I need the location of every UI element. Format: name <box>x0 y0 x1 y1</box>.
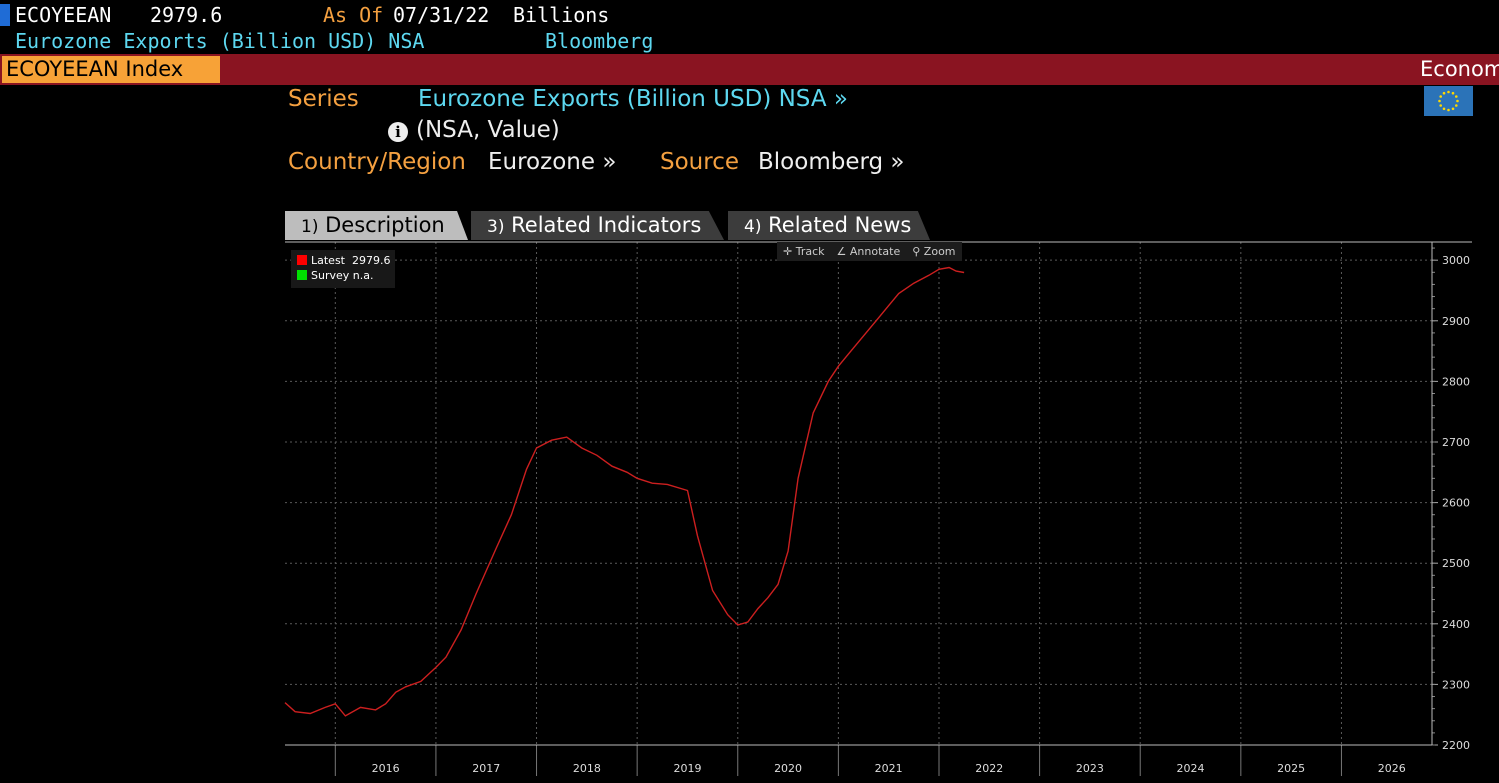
survey-value: n.a. <box>352 269 374 282</box>
chart-series <box>284 266 965 717</box>
y-tick-label: 2300 <box>1442 678 1470 691</box>
eu-flag-icon <box>1424 86 1473 116</box>
country-label: Country/Region <box>288 149 466 175</box>
x-tick-label: 2018 <box>573 762 601 775</box>
y-tick-label: 2800 <box>1442 375 1470 388</box>
zoom-button[interactable]: ⚲ Zoom <box>906 242 961 261</box>
tab-number: 3) <box>487 217 505 237</box>
survey-swatch <box>297 270 307 280</box>
chart-toolbar: ✛ Track ∠ Annotate ⚲ Zoom <box>777 242 962 261</box>
crosshair-icon: ✛ <box>783 245 793 258</box>
top-header: ECOYEEAN 2979.6 As Of 07/31/22 Billions … <box>0 0 1499 54</box>
latest-swatch <box>297 255 307 265</box>
chart-grid <box>285 242 1432 746</box>
tab-related-indicators[interactable]: 3) Related Indicators <box>471 211 724 240</box>
x-tick-label: 2025 <box>1277 762 1305 775</box>
y-tick-label: 2200 <box>1442 739 1470 752</box>
series-line-latest <box>284 266 965 717</box>
tab-description[interactable]: 1) Description <box>285 211 468 240</box>
security-bar <box>0 54 1499 85</box>
y-tick-label: 2400 <box>1442 618 1470 631</box>
tab-label: Related Indicators <box>511 213 702 237</box>
tab-number: 1) <box>301 217 319 237</box>
annotate-label: Annotate <box>849 245 901 258</box>
ticker-code[interactable]: ECOYEEAN <box>15 3 112 27</box>
x-tick-label: 2024 <box>1177 762 1205 775</box>
y-tick-label: 2700 <box>1442 436 1470 449</box>
source-label: Source <box>660 149 739 175</box>
y-tick-label: 2600 <box>1442 497 1470 510</box>
legend-survey[interactable]: Survey n.a. <box>297 269 373 283</box>
x-tick-label: 2019 <box>673 762 701 775</box>
series-label: Series <box>288 86 359 112</box>
security-input[interactable]: ECOYEEAN Index <box>2 56 220 83</box>
annotate-button[interactable]: ∠ Annotate <box>831 242 907 261</box>
nsa-value: (NSA, Value) <box>416 117 560 143</box>
tab-number: 4) <box>744 217 762 237</box>
chart-axes: 2200 2300 2400 2500 2600 2700 2800 2900 3000 2016… <box>285 241 1472 776</box>
source-subtitle: Bloomberg <box>545 29 654 53</box>
x-tick-label: 2017 <box>472 762 500 775</box>
units-label: Billions <box>513 3 610 27</box>
as-of-date: 07/31/22 <box>393 3 490 27</box>
y-tick-label: 2900 <box>1442 315 1470 328</box>
last-price: 2979.6 <box>150 3 223 27</box>
y-tick-label: 3000 <box>1442 254 1470 267</box>
x-tick-label: 2016 <box>372 762 400 775</box>
latest-label: Latest <box>311 254 345 267</box>
tab-related-news[interactable]: 4) Related News <box>728 211 930 240</box>
series-link[interactable]: Eurozone Exports (Billion USD) NSA » <box>418 86 848 112</box>
function-label[interactable]: Econom <box>1420 57 1499 81</box>
latest-value: 2979.6 <box>352 254 391 267</box>
tab-label: Description <box>325 213 445 237</box>
info-icon[interactable]: i <box>388 122 408 142</box>
track-label: Track <box>795 245 825 258</box>
tab-label: Related News <box>768 213 912 237</box>
x-tick-label: 2026 <box>1378 762 1406 775</box>
legend-latest[interactable]: Latest 2979.6 <box>297 254 391 268</box>
x-tick-label: 2020 <box>774 762 802 775</box>
y-tick-label: 2500 <box>1442 557 1470 570</box>
zoom-label: Zoom <box>923 245 956 258</box>
x-tick-label: 2022 <box>975 762 1003 775</box>
series-subtitle: Eurozone Exports (Billion USD) NSA <box>15 29 425 53</box>
as-of-label: As Of <box>323 3 384 27</box>
source-link[interactable]: Bloomberg » <box>758 149 905 175</box>
pencil-icon: ∠ <box>836 245 847 258</box>
x-tick-label: 2021 <box>875 762 903 775</box>
survey-label: Survey <box>311 269 350 282</box>
track-button[interactable]: ✛ Track <box>777 242 831 261</box>
chart-legend: Latest 2979.6 Survey n.a. <box>291 250 395 288</box>
x-tick-label: 2023 <box>1076 762 1104 775</box>
focus-marker <box>0 4 10 26</box>
magnifier-icon: ⚲ <box>912 245 921 258</box>
country-link[interactable]: Eurozone » <box>488 149 617 175</box>
